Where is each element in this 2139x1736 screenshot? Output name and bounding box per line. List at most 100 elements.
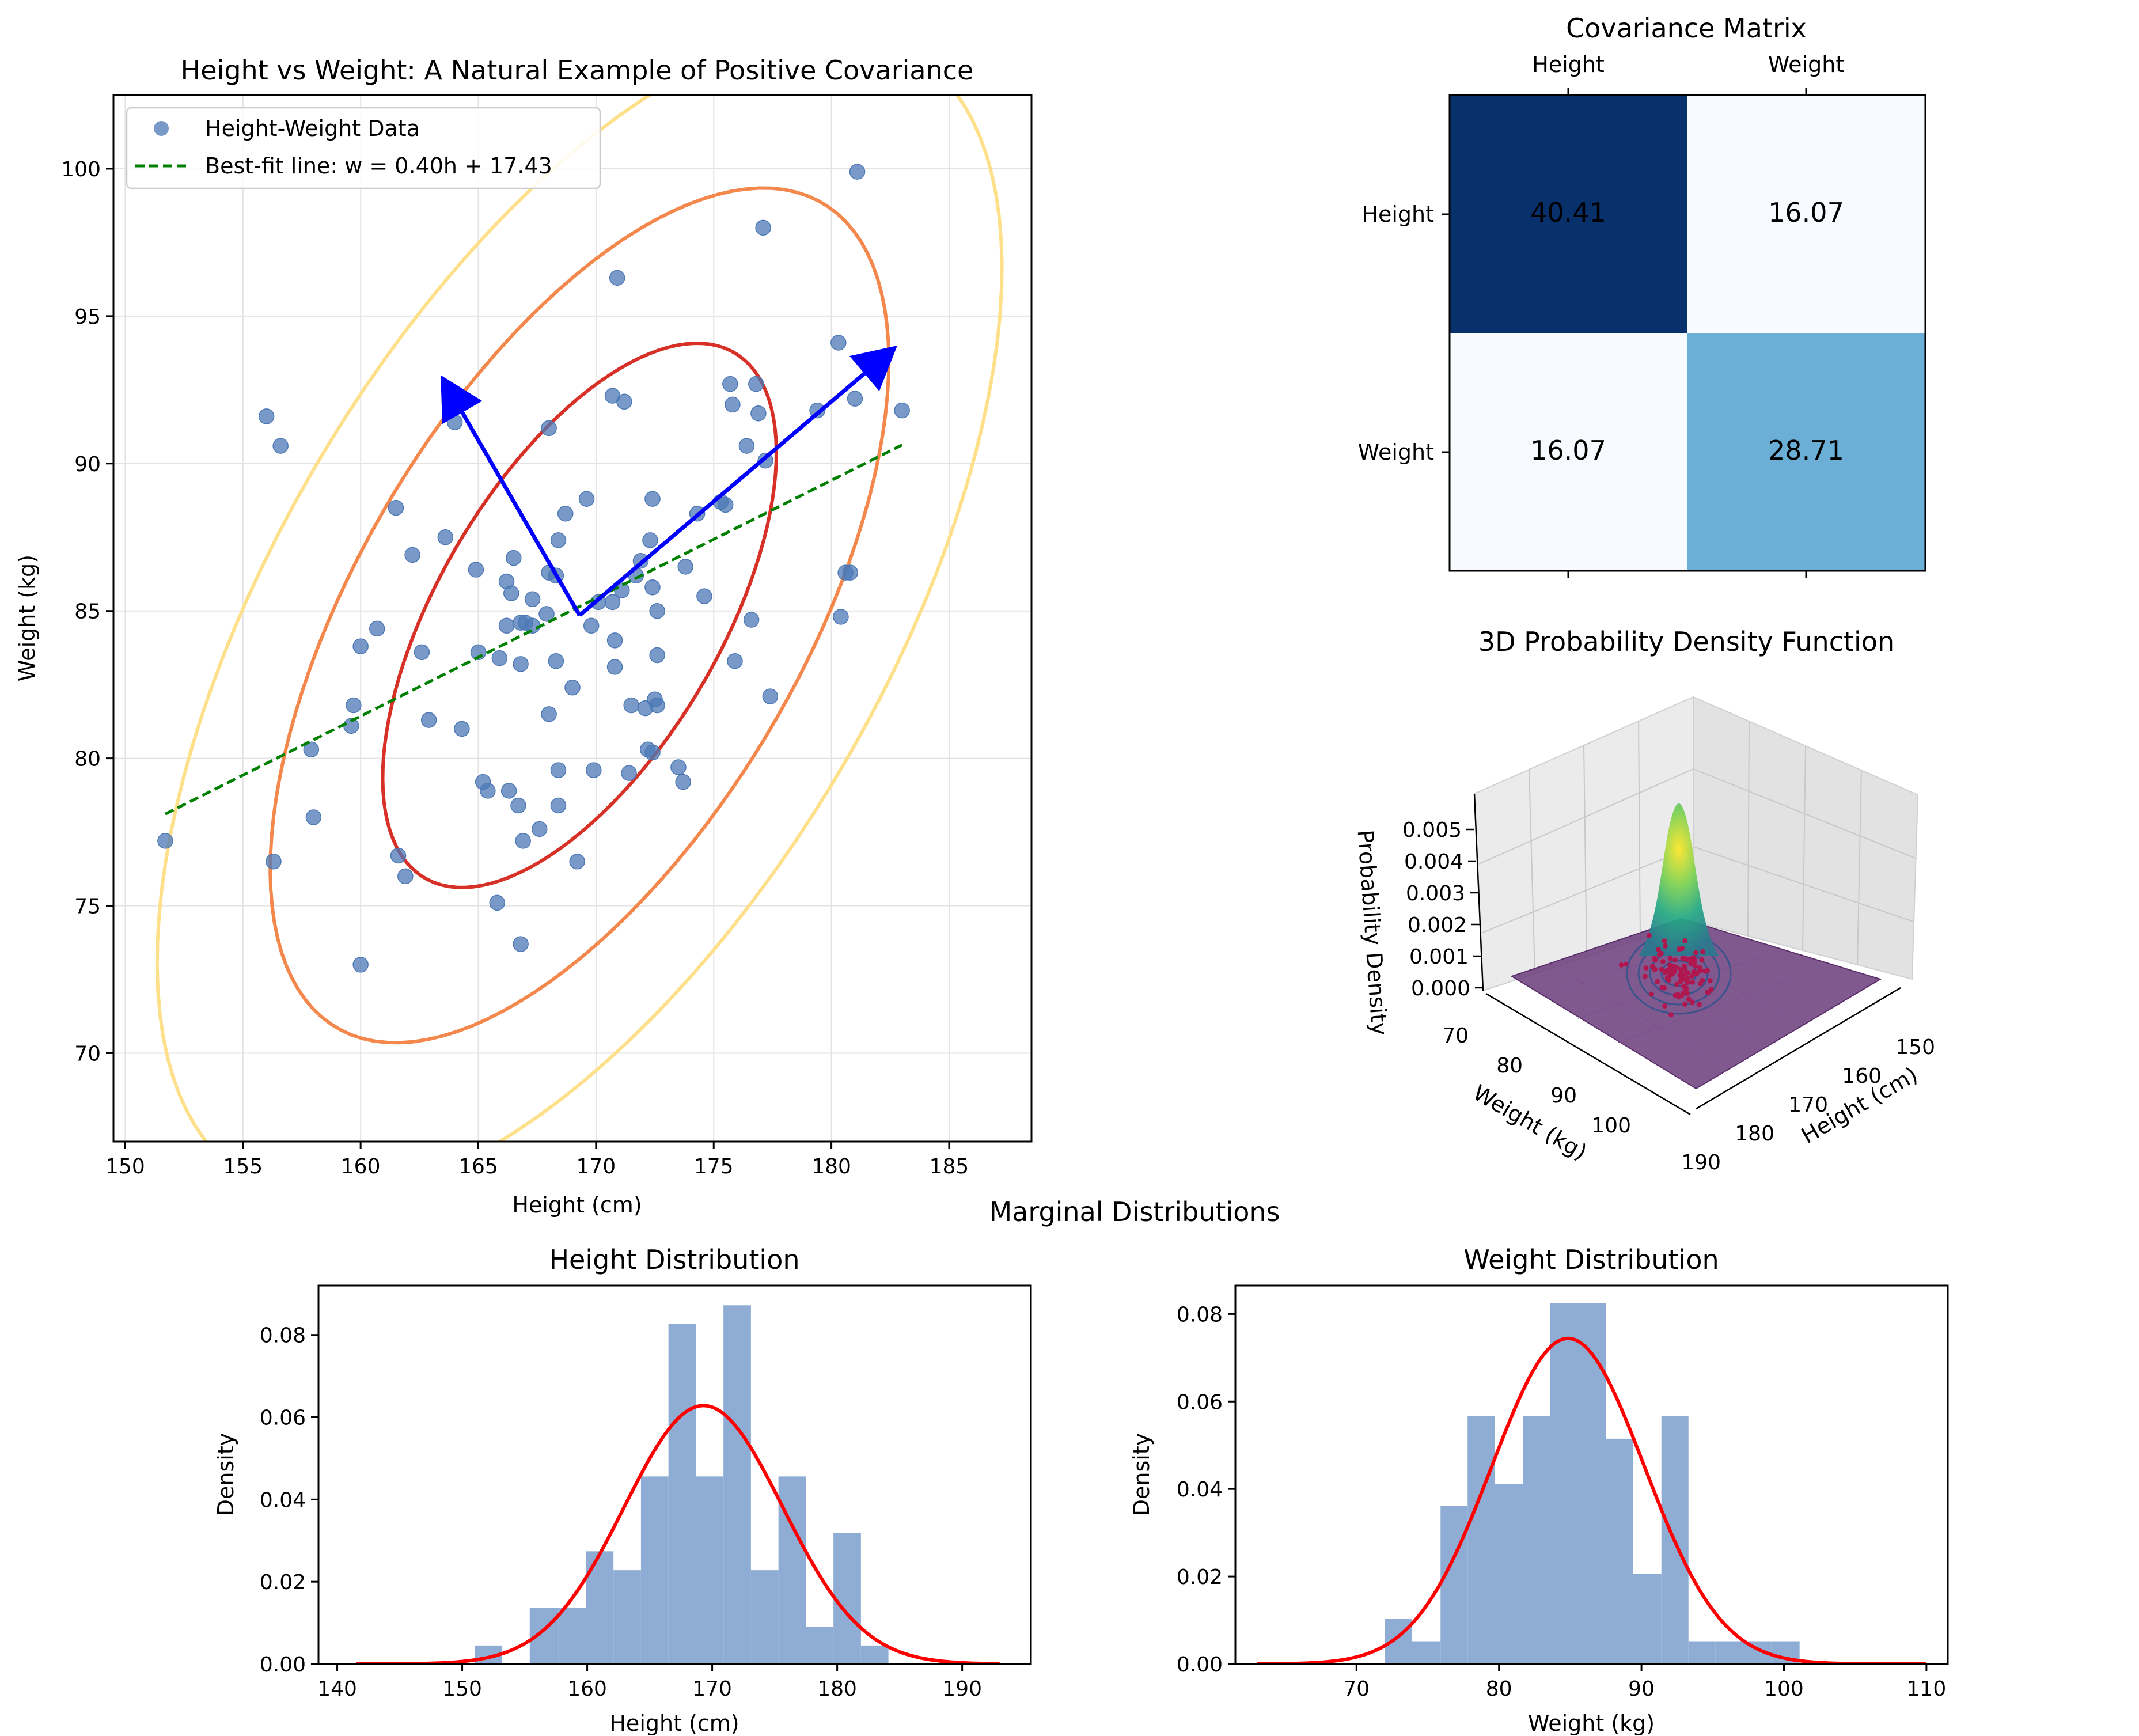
pdf3d-weight-tick-label: 90 xyxy=(1550,1084,1577,1108)
scatter-point xyxy=(397,868,414,885)
weight-hist-bar xyxy=(1523,1416,1550,1664)
pdf3d-data-point xyxy=(1686,956,1692,962)
pdf3d-data-point xyxy=(1700,949,1705,954)
height-hist-bar xyxy=(558,1608,586,1664)
scatter-point xyxy=(506,549,522,566)
scatter-point xyxy=(157,833,173,849)
pdf3d-z-tick-label: 0.005 xyxy=(1402,818,1462,842)
cov-value-0-1: 16.07 xyxy=(1768,197,1844,228)
height-hist-panel: Height Distribution 140 150 160 170 180 190 0… xyxy=(213,1244,1032,1736)
pdf3d-data-point xyxy=(1684,991,1690,996)
pdf3d-data-point xyxy=(1707,978,1713,984)
scatter-point xyxy=(550,762,567,778)
weight-hist-x-label: Weight (kg) xyxy=(1528,1711,1655,1736)
weight-hist-y-tick-label: 0.00 xyxy=(1177,1653,1223,1677)
scatter-point xyxy=(606,659,623,675)
pdf3d-z-tick-label: 0.001 xyxy=(1409,945,1469,969)
scatter-y-tick-label: 90 xyxy=(74,453,101,476)
scatter-point xyxy=(414,644,430,661)
scatter-point xyxy=(649,647,665,664)
scatter-x-tick-label: 175 xyxy=(694,1155,734,1178)
weight-hist-y-tick-label: 0.08 xyxy=(1177,1303,1223,1326)
scatter-point xyxy=(524,591,541,607)
pdf3d-data-point xyxy=(1696,1002,1702,1007)
pdf3d-data-point xyxy=(1656,952,1662,957)
weight-hist-bar xyxy=(1633,1574,1662,1664)
weight-hist-bars xyxy=(1385,1303,1800,1664)
scatter-point xyxy=(621,765,637,781)
scatter-point xyxy=(644,491,661,507)
scatter-point xyxy=(616,393,632,410)
pdf3d-data-point xyxy=(1699,957,1705,962)
scatter-point xyxy=(352,957,369,973)
pdf3d-data-point xyxy=(1692,959,1697,965)
pdf3d-data-point xyxy=(1685,976,1691,981)
weight-hist-x-tick-label: 100 xyxy=(1764,1677,1804,1701)
scatter-point xyxy=(390,847,407,864)
pdf3d-data-point xyxy=(1662,969,1668,975)
scatter-point xyxy=(346,697,362,714)
pdf3d-data-point xyxy=(1698,968,1704,973)
height-hist-bar xyxy=(833,1533,861,1664)
scatter-point xyxy=(491,650,508,666)
pdf3d-data-point xyxy=(1674,981,1679,987)
pdf3d-height-tick-label: 170 xyxy=(1788,1093,1828,1117)
scatter-title: Height vs Weight: A Natural Example of P… xyxy=(181,55,974,86)
eigen-arrow-shaft xyxy=(578,372,866,617)
pdf3d-data-point xyxy=(1652,966,1658,972)
pdf3d-title: 3D Probability Density Function xyxy=(1478,626,1894,657)
weight-hist-bar xyxy=(1440,1506,1468,1664)
scatter-legend: Height-Weight Data Best-fit line: w = 0.… xyxy=(126,107,601,189)
pdf3d-data-point xyxy=(1668,1012,1674,1018)
weight-hist-y-tick-label: 0.06 xyxy=(1177,1390,1223,1414)
scatter-point xyxy=(541,420,557,437)
pdf3d-data-point xyxy=(1643,973,1648,979)
pdf3d-height-axis xyxy=(1696,987,1901,1110)
pdf3d-data-point xyxy=(1685,980,1690,985)
pdf3d-height-tick-label: 190 xyxy=(1681,1151,1721,1174)
pdf3d-z-ticks: 0.000 0.001 0.002 0.003 0.004 0.005 xyxy=(1402,818,1483,1000)
pdf3d-data-point xyxy=(1694,971,1700,976)
scatter-x-tick-label: 185 xyxy=(930,1155,969,1178)
scatter-point xyxy=(550,532,567,548)
pdf3d-weight-axis xyxy=(1485,992,1691,1116)
pdf3d-data-point xyxy=(1646,933,1652,938)
pdf3d-data-point xyxy=(1661,985,1667,991)
pdf3d-data-point xyxy=(1655,979,1660,984)
weight-hist-bar xyxy=(1606,1438,1633,1664)
scatter-point xyxy=(717,496,734,513)
legend-fit-label: Best-fit line: w = 0.40h + 17.43 xyxy=(205,153,552,179)
cov-cell-0-1 xyxy=(1687,95,1925,333)
weight-hist-bar xyxy=(1688,1641,1716,1664)
scatter-point xyxy=(578,491,595,507)
pdf3d-data-point xyxy=(1683,985,1689,991)
scatter-x-tick-label: 150 xyxy=(105,1155,145,1178)
pdf3d-z-tick-label: 0.002 xyxy=(1408,914,1467,937)
weight-hist-frame xyxy=(1234,1284,1949,1665)
scatter-point xyxy=(388,499,404,516)
cov-row-label-height: Height xyxy=(1361,202,1434,227)
height-hist-pdf-line xyxy=(356,1404,1000,1664)
scatter-y-tick-label: 100 xyxy=(61,158,101,181)
scatter-x-ticks: 150 155 160 165 170 175 180 185 xyxy=(105,1142,969,1178)
scatter-grid xyxy=(113,95,1031,1142)
height-hist-y-tick-label: 0.06 xyxy=(260,1407,306,1430)
pdf3d-data-point xyxy=(1689,973,1695,979)
scatter-y-ticks: 70 75 80 85 90 95 100 xyxy=(61,158,113,1066)
scatter-frame xyxy=(112,94,1033,1143)
cov-cell-1-1 xyxy=(1687,333,1925,571)
scatter-point xyxy=(404,547,420,563)
height-hist-bar xyxy=(806,1627,834,1664)
weight-hist-x-tick-label: 90 xyxy=(1628,1677,1655,1701)
pdf3d-weight-tick-label: 100 xyxy=(1591,1114,1631,1138)
cov-col-label-weight: Weight xyxy=(1768,52,1844,77)
scatter-point xyxy=(468,562,484,578)
height-hist-bar xyxy=(613,1570,641,1664)
height-hist-y-ticks: 0.00 0.02 0.04 0.06 0.08 xyxy=(260,1324,318,1677)
cov-frame xyxy=(1448,94,1926,572)
pdf3d-height-ticks: 150 160 170 180 190 xyxy=(1681,1036,1935,1174)
scatter-points xyxy=(157,164,910,973)
weight-hist-y-label: Density xyxy=(1129,1433,1154,1516)
weight-hist-bar xyxy=(1715,1641,1744,1664)
scatter-point xyxy=(762,688,779,704)
